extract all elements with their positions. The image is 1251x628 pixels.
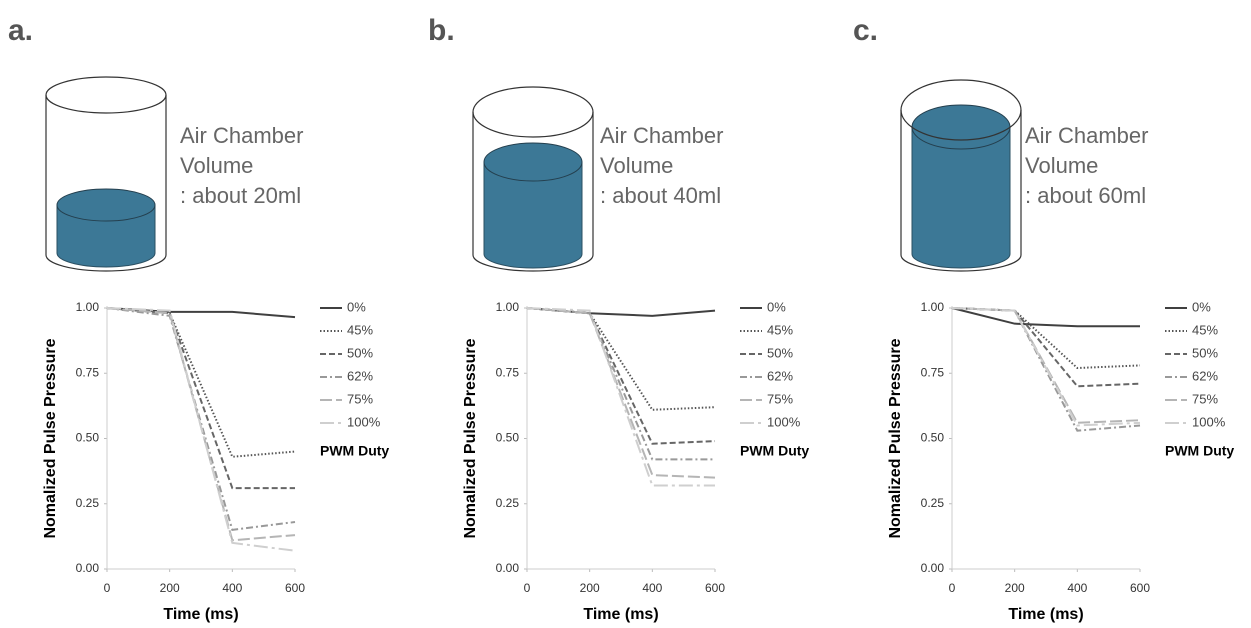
- x-tick-label: 0: [524, 581, 531, 595]
- annotation: Volume: [1025, 153, 1098, 178]
- series-line: [951, 307, 1141, 427]
- y-tick-label: 0.25: [76, 496, 100, 510]
- cylinder-a: [45, 76, 167, 272]
- series-line: [106, 307, 296, 552]
- x-axis-label: Time (ms): [163, 606, 238, 623]
- y-tick-label: 0.50: [496, 431, 520, 445]
- legend-title: PWM Duty: [1165, 443, 1234, 459]
- x-tick-label: 200: [1005, 581, 1025, 595]
- y-tick-label: 0.00: [921, 561, 945, 575]
- legend-label: 100%: [767, 414, 801, 429]
- series-line: [526, 307, 715, 487]
- legend-label: 50%: [767, 345, 793, 360]
- series-line: [106, 307, 296, 531]
- legend-label: 50%: [1192, 345, 1218, 360]
- y-tick-label: 0.75: [76, 365, 100, 379]
- x-tick-label: 600: [1130, 581, 1150, 595]
- series-line: [106, 307, 295, 490]
- series-line: [951, 307, 1141, 370]
- legend-label: 0%: [1192, 299, 1211, 314]
- x-tick-label: 600: [285, 581, 305, 595]
- x-axis-label: Time (ms): [583, 606, 658, 623]
- x-tick-label: 0: [104, 581, 111, 595]
- series-line: [106, 307, 296, 458]
- legend-label: 62%: [347, 368, 373, 383]
- x-tick-label: 400: [222, 581, 242, 595]
- legend-title: PWM Duty: [740, 443, 809, 459]
- panel-label: b.: [428, 14, 455, 47]
- y-tick-label: 0.75: [496, 365, 520, 379]
- legend-label: 50%: [347, 345, 373, 360]
- series-line: [526, 307, 716, 411]
- x-tick-label: 400: [642, 581, 662, 595]
- legend-label: 45%: [767, 322, 793, 337]
- cylinder-c: [900, 79, 1022, 272]
- y-axis-label: Nomalized Pulse Pressure: [887, 338, 904, 538]
- legend-label: 45%: [347, 322, 373, 337]
- y-tick-label: 0.25: [496, 496, 520, 510]
- annotation: : about 40ml: [600, 183, 721, 208]
- annotation: Air Chamber: [180, 123, 303, 148]
- x-tick-label: 200: [160, 581, 180, 595]
- annotation: : about 20ml: [180, 183, 301, 208]
- y-tick-label: 1.00: [921, 300, 945, 314]
- y-axis-label: Nomalized Pulse Pressure: [42, 338, 59, 538]
- y-tick-label: 1.00: [496, 300, 520, 314]
- series-line: [951, 307, 1140, 328]
- x-tick-label: 600: [705, 581, 725, 595]
- series-line: [951, 307, 1141, 388]
- legend-label: 75%: [767, 391, 793, 406]
- legend-label: 0%: [347, 299, 366, 314]
- series-line: [526, 307, 715, 461]
- y-tick-label: 0.50: [921, 431, 945, 445]
- legend-label: 45%: [1192, 322, 1218, 337]
- legend-title: PWM Duty: [320, 443, 389, 459]
- y-tick-label: 0.75: [921, 365, 945, 379]
- y-tick-label: 0.00: [496, 561, 520, 575]
- annotation: : about 60ml: [1025, 183, 1146, 208]
- legend-label: 62%: [1192, 368, 1218, 383]
- annotation: Volume: [600, 153, 673, 178]
- x-tick-label: 0: [949, 581, 956, 595]
- series-line: [526, 307, 716, 479]
- annotation: Air Chamber: [600, 123, 723, 148]
- legend-label: 100%: [1192, 414, 1226, 429]
- x-axis-label: Time (ms): [1008, 606, 1083, 623]
- annotation: Volume: [180, 153, 253, 178]
- legend-label: 100%: [347, 414, 381, 429]
- legend-label: 62%: [767, 368, 793, 383]
- x-tick-label: 200: [580, 581, 600, 595]
- x-tick-label: 400: [1067, 581, 1087, 595]
- y-tick-label: 0.25: [921, 496, 945, 510]
- y-tick-label: 0.50: [76, 431, 100, 445]
- annotation: Air Chamber: [1025, 123, 1148, 148]
- legend-label: 0%: [767, 299, 786, 314]
- legend-label: 75%: [1192, 391, 1218, 406]
- y-axis-label: Nomalized Pulse Pressure: [462, 338, 479, 538]
- series-line: [526, 307, 716, 445]
- panel-label: a.: [8, 14, 33, 47]
- legend-label: 75%: [347, 391, 373, 406]
- y-tick-label: 0.00: [76, 561, 100, 575]
- cylinder-b: [472, 86, 594, 272]
- panel-label: c.: [853, 14, 878, 47]
- y-tick-label: 1.00: [76, 300, 100, 314]
